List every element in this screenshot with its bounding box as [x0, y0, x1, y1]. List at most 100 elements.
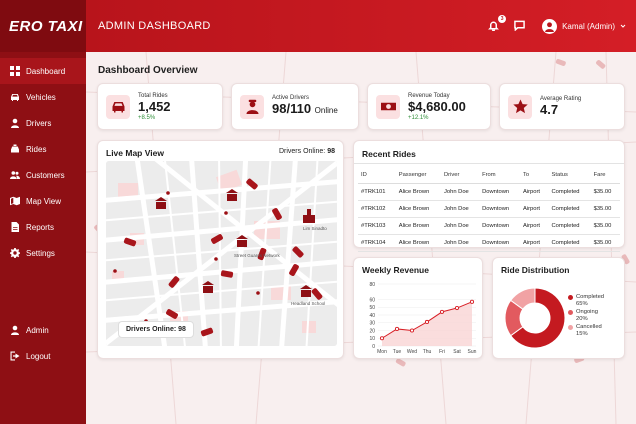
table-cell: $35.00	[590, 200, 620, 218]
y-tick-label: 0	[372, 344, 375, 350]
messages-button[interactable]	[514, 20, 526, 32]
column-header: To	[519, 168, 549, 184]
y-tick-label: 30	[369, 321, 375, 327]
column-header: Driver	[440, 168, 480, 184]
map-canvas[interactable]: Street Guards Network Lim Sinadto Headla…	[106, 161, 337, 346]
stat-icon-box	[508, 94, 532, 119]
stat-text: Active Drivers 98/110 Online	[272, 95, 338, 119]
table-row[interactable]: #TRK101 Alice Brown John Doe Downtown Ai…	[358, 183, 620, 201]
table-cell: Completed	[548, 200, 591, 218]
data-point	[469, 299, 475, 304]
data-point	[409, 328, 415, 333]
gear-icon	[10, 248, 20, 258]
x-tick-label: Wed	[407, 349, 417, 355]
x-tick-label: Sun	[468, 349, 477, 355]
table-cell: Downtown	[479, 217, 520, 235]
sidebar-item-label: Map View	[26, 196, 61, 206]
page-title: ADMIN DASHBOARD	[98, 20, 211, 32]
drivers-online-label: Drivers Online:	[278, 148, 326, 155]
users-icon	[10, 171, 20, 179]
sidebar-item-label: Dashboard	[26, 66, 66, 76]
sidebar-item-logout[interactable]: Logout	[0, 343, 86, 369]
weekly-revenue-title: Weekly Revenue	[362, 265, 429, 275]
stat-value: 98/110 Online	[272, 101, 338, 119]
landmark-label: Street Guards Network	[234, 253, 281, 258]
drivers-online-summary: Drivers Online: 98	[279, 148, 335, 155]
user-icon	[11, 118, 19, 128]
car-icon	[11, 94, 19, 101]
x-tick-label: Fri	[439, 349, 445, 355]
divider	[354, 163, 624, 164]
table-cell: Airport	[519, 234, 549, 252]
sidebar-item-label: Reports	[26, 222, 55, 232]
chat-icon	[514, 20, 525, 32]
table-row[interactable]: #TRK102 Alice Brown John Doe Downtown Ai…	[358, 200, 620, 218]
data-point	[439, 309, 445, 314]
table-cell: #TRK102	[358, 200, 396, 218]
legend-swatch	[568, 295, 573, 300]
sidebar-item-admin[interactable]: Admin	[0, 317, 86, 343]
legend-item: Completed 65%	[568, 294, 604, 307]
stat-card-active-drivers: Active Drivers 98/110 Online	[231, 83, 359, 130]
avatar	[542, 18, 558, 34]
column-header: ID	[358, 168, 396, 184]
stat-card-total-rides: Total Rides 1,452 +8.5%	[97, 83, 223, 130]
rides-table: ID Passenger Driver From To Status Fare …	[358, 168, 620, 252]
stat-text: Average Rating 4.7	[540, 96, 581, 118]
sidebar-item-vehicles[interactable]: Vehicles	[0, 84, 86, 110]
chevron-down-icon	[620, 24, 626, 28]
legend-label-name: Ongoing	[576, 309, 598, 315]
user-menu[interactable]: Kamal (Admin)	[542, 18, 626, 34]
table-cell: John Doe	[440, 217, 480, 235]
drivers-online-value: 98	[327, 148, 335, 155]
table-cell: Alice Brown	[395, 200, 441, 218]
stat-label: Average Rating	[540, 95, 582, 102]
table-row[interactable]: #TRK103 Alice Brown John Doe Downtown Ai…	[358, 217, 620, 235]
car-icon	[112, 102, 124, 113]
notifications-button[interactable]: 3	[488, 15, 507, 32]
table-cell: Alice Brown	[395, 217, 441, 235]
grid-icon	[10, 66, 20, 76]
table-cell: Completed	[548, 234, 591, 252]
stat-icon-box	[240, 94, 264, 119]
user-icon	[11, 325, 19, 335]
sidebar-item-drivers[interactable]: Drivers	[0, 110, 86, 136]
sidebar-item-customers[interactable]: Customers	[0, 162, 86, 188]
data-point	[379, 336, 385, 341]
table-cell: Completed	[548, 217, 591, 235]
user-icon	[545, 21, 554, 32]
map-icon	[10, 196, 20, 206]
legend-label-percent: 15%	[576, 330, 588, 337]
top-header: ADMIN DASHBOARD 3 Kamal (Admin)	[86, 0, 636, 52]
sidebar-item-label: Drivers	[26, 118, 52, 128]
x-tick-label: Thu	[423, 349, 432, 355]
recent-rides-title: Recent Rides	[362, 149, 416, 159]
sidebar-item-label: Customers	[26, 170, 65, 180]
legend-item: Cancelled 15%	[568, 324, 604, 337]
legend-swatch	[568, 310, 573, 315]
legend-swatch	[568, 325, 573, 330]
legend-item: Ongoing 20%	[568, 309, 604, 322]
table-cell: #TRK103	[358, 217, 396, 235]
sidebar-item-map-view[interactable]: Map View	[0, 188, 86, 214]
ride-distribution-chart	[504, 287, 566, 349]
sidebar-item-reports[interactable]: Reports	[0, 214, 86, 240]
column-header: Fare	[590, 168, 620, 184]
landmark-label: Lim Sinadto	[303, 226, 327, 231]
sidebar-item-dashboard[interactable]: Dashboard	[0, 58, 86, 84]
stat-label: Total Rides	[138, 92, 168, 99]
stat-value-number: 98/110	[272, 100, 312, 116]
data-point	[424, 319, 430, 325]
sidebar-item-settings[interactable]: Settings	[0, 240, 86, 266]
map-title: Live Map View	[106, 148, 164, 158]
user-name: Kamal (Admin)	[562, 21, 615, 31]
table-row[interactable]: #TRK104 Alice Brown John Doe Downtown Ai…	[358, 234, 620, 252]
stat-change: +12.1%	[408, 114, 429, 121]
pie-slice	[510, 287, 566, 349]
weekly-revenue-card: Weekly Revenue 0 10 20 30 40 50 60 80 Mon Tue Wed T…	[353, 257, 483, 359]
legend-label: Cancelled 15%	[576, 324, 602, 337]
table-cell: Airport	[519, 217, 549, 235]
table-cell: Downtown	[479, 234, 520, 252]
sidebar-item-rides[interactable]: Rides	[0, 136, 86, 162]
